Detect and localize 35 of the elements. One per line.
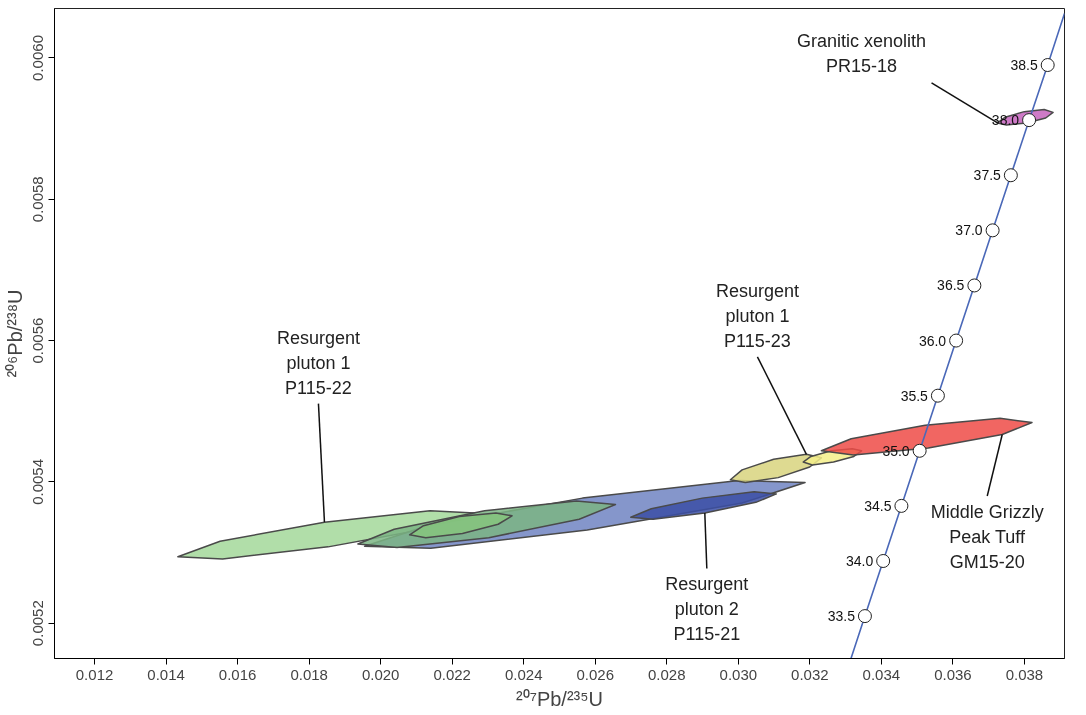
annotation: 38.5 xyxy=(1010,57,1038,74)
annotation: 34.0 xyxy=(845,553,874,569)
y-tick-label: 0.0060 xyxy=(29,35,47,81)
x-tick-label: 0.030 xyxy=(719,665,758,683)
annotation: 37.5 xyxy=(973,167,1002,184)
y-tick-label: 0.0052 xyxy=(29,600,47,647)
y-axis-title: ²⁰⁶Pb/²³⁸U xyxy=(3,289,26,378)
x-tick-label: 0.012 xyxy=(75,665,114,683)
annotation: Resurgent pluton 1 P115-22 xyxy=(276,328,360,399)
annotation: 36.5 xyxy=(937,277,965,294)
annotation: Middle Grizzly Peak Tuff GM15-20 xyxy=(930,501,1044,572)
x-tick-label: 0.020 xyxy=(361,665,400,683)
annotation: 36.0 xyxy=(918,332,947,349)
annotation: 37.0 xyxy=(955,222,983,239)
x-tick-label: 0.014 xyxy=(147,665,185,683)
x-tick-label: 0.034 xyxy=(862,665,901,683)
x-tick-label: 0.022 xyxy=(433,665,471,683)
annotation: 34.5 xyxy=(864,497,892,514)
x-axis-title: ²⁰⁷Pb/²³⁵U xyxy=(516,687,603,710)
y-tick-label: 0.0054 xyxy=(29,458,47,505)
x-tick-label: 0.018 xyxy=(290,665,328,683)
x-tick-label: 0.026 xyxy=(576,665,615,683)
x-tick-label: 0.036 xyxy=(934,665,972,683)
y-tick-label: 0.0056 xyxy=(29,317,47,364)
x-tick-label: 0.028 xyxy=(648,665,686,683)
x-tick-label: 0.024 xyxy=(504,665,543,683)
annotation: Granitic xenolith PR15-18 xyxy=(797,31,927,77)
x-tick-label: 0.032 xyxy=(791,665,829,683)
x-tick-label: 0.016 xyxy=(218,665,257,683)
annotation: Resurgent pluton 2 P115-21 xyxy=(665,573,749,644)
annotation: Resurgent pluton 1 P115-23 xyxy=(715,281,799,352)
x-tick-label: 0.038 xyxy=(1005,665,1044,683)
annotation: 35.5 xyxy=(900,387,929,404)
annotation: 33.5 xyxy=(827,608,856,625)
y-tick-label: 0.0058 xyxy=(29,176,47,223)
